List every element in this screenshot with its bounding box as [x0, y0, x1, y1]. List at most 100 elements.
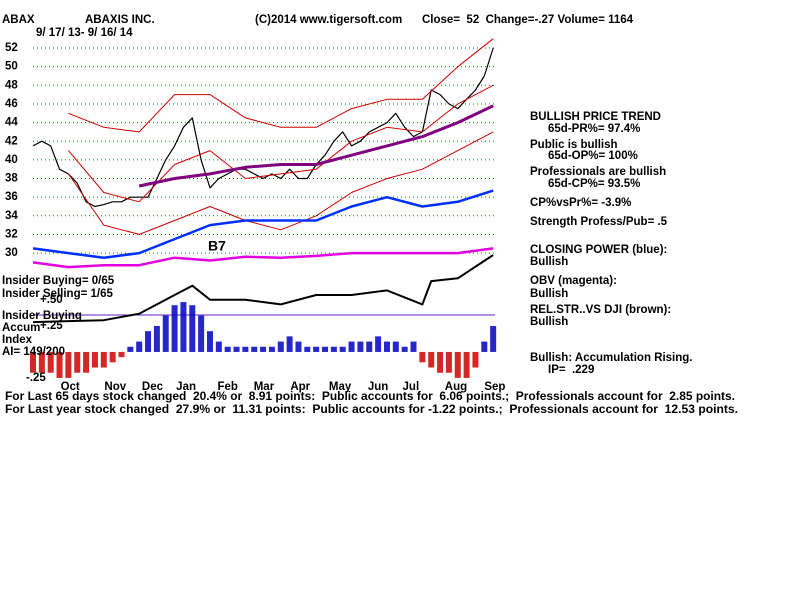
accum-bar: [198, 315, 205, 352]
accum-bar: [145, 331, 152, 352]
series-line: [32, 189, 494, 259]
quote: Close= 52 Change=-.27 Volume= 1164: [422, 14, 634, 26]
accum-bar: [180, 302, 187, 352]
accum-bar: [463, 351, 470, 378]
accum-bar: [171, 305, 178, 352]
side-note: Bullish: [530, 288, 568, 300]
left-note: AI= 149/200: [2, 346, 65, 358]
side-note: 65d-OP%= 100%: [548, 150, 638, 162]
series-line: [68, 84, 494, 203]
side-note: REL.STR..VS DJI (brown):: [530, 304, 671, 316]
accum-bar: [83, 351, 90, 373]
x-tick-label: Apr: [290, 381, 310, 393]
accum-bar: [47, 351, 54, 373]
accum-bar: [215, 341, 222, 352]
accum-bar: [224, 346, 231, 352]
annotation: B7: [208, 238, 226, 254]
accum-bar: [339, 346, 346, 352]
side-note: Bullish: [530, 316, 568, 328]
accum-bar: [127, 346, 134, 352]
accum-bar: [383, 341, 390, 352]
copyright: (C)2014 www.tigersoft.com: [255, 14, 402, 26]
accum-bar: [74, 351, 81, 373]
y-tick-label: -.25: [26, 372, 46, 384]
accum-bar: [428, 351, 435, 368]
x-tick-label: Jul: [403, 381, 420, 393]
series-line: [32, 247, 494, 269]
side-note: Public is bullish: [530, 139, 618, 151]
y-tick-label: +.50: [40, 294, 63, 306]
x-tick-label: Sep: [484, 381, 505, 393]
y-tick-label: 44: [5, 117, 18, 129]
y-tick-label: 36: [5, 191, 18, 203]
footer: For Last year stock changed 27.9% or 11.…: [5, 404, 738, 416]
accum-bar: [30, 351, 36, 373]
left-note: Insider Selling= 1/65: [2, 288, 113, 300]
accum-bar: [260, 346, 267, 352]
x-tick-label: Oct: [61, 381, 80, 393]
left-note: Index: [2, 334, 33, 346]
accum-bar: [454, 351, 461, 378]
accum-bar: [118, 351, 125, 358]
accum-bar: [437, 351, 444, 373]
accum-bar: [392, 341, 399, 352]
side-note: OBV (magenta):: [530, 275, 617, 287]
x-tick-label: May: [329, 381, 352, 393]
symbol: ABAX: [2, 14, 35, 26]
series-line: [138, 104, 494, 188]
accum-bar: [277, 341, 284, 352]
accum-bar: [189, 305, 196, 352]
series-line: [32, 47, 494, 208]
accum-bar: [445, 351, 452, 373]
accum-bar: [251, 346, 258, 352]
side-note: 65d-CP%= 93.5%: [548, 178, 640, 190]
y-tick-label: +.25: [40, 320, 63, 332]
side-note: Strength Profess/Pub= .5: [530, 216, 668, 228]
accum-bar: [375, 336, 382, 352]
accum-bar: [206, 331, 213, 352]
side-note: CLOSING POWER (blue):: [530, 244, 667, 256]
accum-bar: [322, 346, 329, 352]
accum-bar: [38, 351, 45, 373]
side-note: Professionals are bullish: [530, 166, 666, 178]
y-tick-label: 30: [5, 247, 18, 259]
x-tick-label: Jan: [176, 381, 196, 393]
x-tick-label: Mar: [254, 381, 275, 393]
side-note: Bullish: [530, 256, 568, 268]
y-tick-label: 50: [5, 61, 18, 73]
y-tick-label: 34: [5, 210, 18, 222]
accum-bar: [242, 346, 249, 352]
x-tick-label: Jun: [368, 381, 388, 393]
accum-bar: [162, 315, 169, 352]
accum-bar: [100, 351, 107, 368]
side-note: BULLISH PRICE TREND: [530, 111, 661, 123]
side-note: 65d-PR%= 97.4%: [548, 123, 640, 135]
footer: For Last 65 days stock changed 20.4% or …: [5, 391, 735, 403]
side-note: Bullish: Accumulation Rising.: [530, 352, 693, 364]
y-tick-label: 38: [5, 173, 18, 185]
chart-title: ABAXIS INC.: [85, 14, 155, 26]
accum-bar: [56, 351, 63, 378]
x-tick-label: Aug: [445, 381, 467, 393]
y-tick-label: 40: [5, 154, 18, 166]
x-tick-label: Feb: [217, 381, 237, 393]
x-tick-label: Nov: [104, 381, 126, 393]
accum-bar: [481, 341, 488, 352]
side-note: IP= .229: [548, 364, 594, 376]
accum-bar: [401, 346, 408, 352]
accum-bar: [65, 351, 72, 378]
date-range: 9/ 17/ 13- 9/ 16/ 14: [36, 27, 133, 39]
accum-bar: [136, 341, 143, 352]
y-tick-label: 32: [5, 228, 18, 240]
accum-bar: [357, 341, 364, 352]
accum-bar: [295, 341, 302, 352]
y-tick-label: 52: [5, 42, 18, 54]
accum-bar: [313, 346, 320, 352]
accum-bar: [348, 341, 355, 352]
accum-bar: [410, 341, 417, 352]
y-tick-label: 46: [5, 98, 18, 110]
accum-bar: [286, 336, 293, 352]
left-note: Accum: [2, 322, 40, 334]
